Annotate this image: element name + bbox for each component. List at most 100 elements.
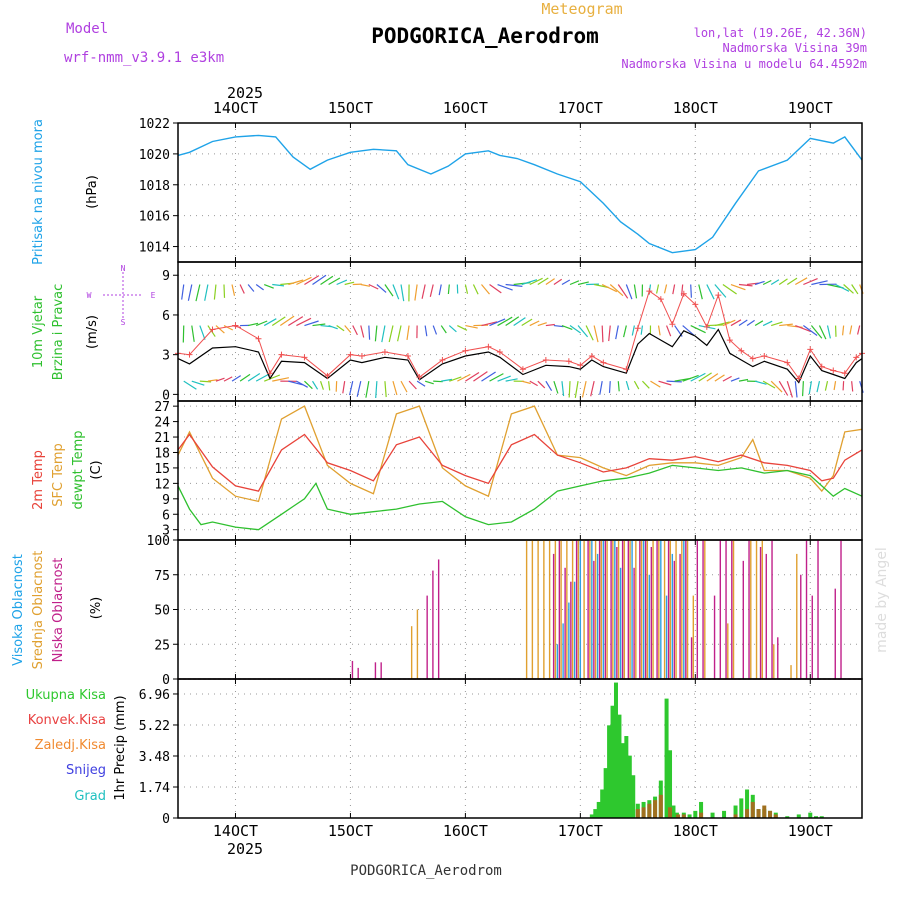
wind-arrow	[272, 377, 290, 382]
wind-arrow	[465, 324, 478, 329]
wind-arrow	[397, 325, 402, 342]
wind-arrow	[505, 316, 520, 327]
wind-arrow	[762, 279, 772, 286]
wind-arrow	[497, 316, 513, 327]
wind-arrow	[631, 325, 635, 336]
wind-arrow	[381, 325, 386, 343]
wind-arrow	[356, 381, 362, 397]
wind-arrow	[529, 380, 538, 387]
wind-arrow	[672, 284, 676, 295]
gust-marker	[646, 288, 653, 295]
wind-arrow	[779, 323, 793, 327]
wind-arrow	[537, 322, 547, 327]
wind-arrow	[754, 380, 767, 385]
precip-conv-bar	[647, 803, 652, 818]
wind-tick-labels: 9 6 3 0	[162, 262, 811, 403]
pressure-axis-title: Pritisak na nivou mora	[31, 119, 46, 265]
top-day-label: 18OCT	[673, 99, 718, 117]
tick-label: 5.22	[139, 719, 170, 734]
wind-arrow	[641, 380, 650, 389]
precip-total-bar	[607, 725, 612, 818]
wind-arrow	[590, 381, 595, 397]
tick-label: 3	[162, 524, 170, 539]
wind-arrow	[464, 284, 469, 294]
gust-marker	[807, 346, 814, 353]
wind-arrow	[640, 325, 644, 335]
gust-marker	[669, 321, 676, 328]
gust-marker	[657, 296, 664, 303]
wind-arrow	[312, 274, 327, 286]
wind-arrow	[794, 381, 798, 398]
wind-arrow	[481, 321, 498, 327]
wind-arrow	[199, 380, 212, 383]
wind-arrow	[608, 381, 611, 393]
precip-unit: 1hr Precip (mm)	[113, 695, 128, 800]
wind-arrow	[545, 278, 555, 286]
wind-arrow	[771, 321, 783, 327]
temp-unit: (C)	[89, 460, 104, 479]
wind-panel: 9 6 3 0 10m Vjetar Brzina i Pravac (m/s) N …	[31, 261, 865, 403]
wind-arrow	[623, 325, 627, 338]
precip-conv-bar	[676, 814, 681, 818]
tick-label: 9	[162, 493, 170, 508]
wind-arrow	[384, 381, 387, 398]
precip-total-bar	[664, 698, 669, 818]
wind-arrow	[714, 374, 725, 382]
precip-conv-bar	[733, 814, 738, 818]
top-day-label: 15OCT	[328, 99, 373, 117]
precip-gridlines	[178, 679, 862, 819]
wind-arrow	[231, 375, 242, 382]
top-year-label: 2025	[227, 84, 263, 102]
wind-arrow	[722, 284, 737, 295]
precip-total-bar	[603, 768, 608, 818]
precip-total-bar	[613, 682, 618, 818]
gust-marker	[496, 349, 503, 356]
wind-arrow	[553, 278, 563, 286]
wind-arrow	[223, 376, 233, 382]
wind-arrow	[545, 323, 555, 327]
wind-arrow	[438, 284, 442, 296]
precip-total-bar	[610, 705, 615, 818]
wind-arrow	[690, 372, 706, 382]
precip-hail-label: Grad	[74, 789, 106, 804]
wind-arrow	[304, 380, 313, 390]
tick-label: 75	[154, 569, 170, 584]
wind-arrow	[657, 325, 661, 336]
wind-arrow	[263, 318, 277, 327]
gust-marker	[416, 374, 423, 381]
wind-arrow	[263, 374, 281, 382]
wind-arrow	[191, 380, 205, 386]
wind-arrow	[833, 381, 837, 391]
gust-marker	[761, 352, 768, 359]
wind-arrow	[489, 284, 502, 294]
precip-conv-bar	[768, 810, 773, 818]
precip-total-bar	[693, 810, 698, 818]
precip-total-bar	[593, 809, 598, 818]
wind-arrow	[400, 284, 405, 302]
wind-arrow	[304, 275, 320, 286]
wind-arrow	[746, 319, 755, 327]
model-label: Model	[66, 21, 108, 37]
wind-arrow	[521, 380, 531, 385]
wind-arrow	[569, 325, 581, 334]
precip-total-bar	[624, 736, 629, 818]
precip-tick-labels: 6.96 5.22 3.48 1.74 0	[139, 679, 811, 827]
wind-arrow	[349, 381, 354, 396]
gust-marker	[726, 337, 733, 344]
wind-arrow	[778, 278, 788, 286]
wind-arrow	[272, 283, 285, 287]
wind-arrow	[714, 321, 730, 327]
wind-arrow	[328, 324, 338, 330]
tick-label: 1016	[139, 210, 170, 225]
wind-arrow	[344, 325, 352, 333]
wind-arrow	[352, 325, 358, 336]
precip-total-bar	[620, 743, 625, 818]
tick-label: 1018	[139, 179, 170, 194]
wind-arrow	[574, 381, 579, 398]
wind-arrow	[730, 377, 740, 382]
precip-total-label: Ukupna Kisa	[26, 688, 106, 703]
wind-arrow	[457, 373, 471, 382]
wind-arrow	[199, 325, 206, 340]
wind-arrow	[344, 281, 355, 286]
wind-arrow	[561, 324, 573, 330]
